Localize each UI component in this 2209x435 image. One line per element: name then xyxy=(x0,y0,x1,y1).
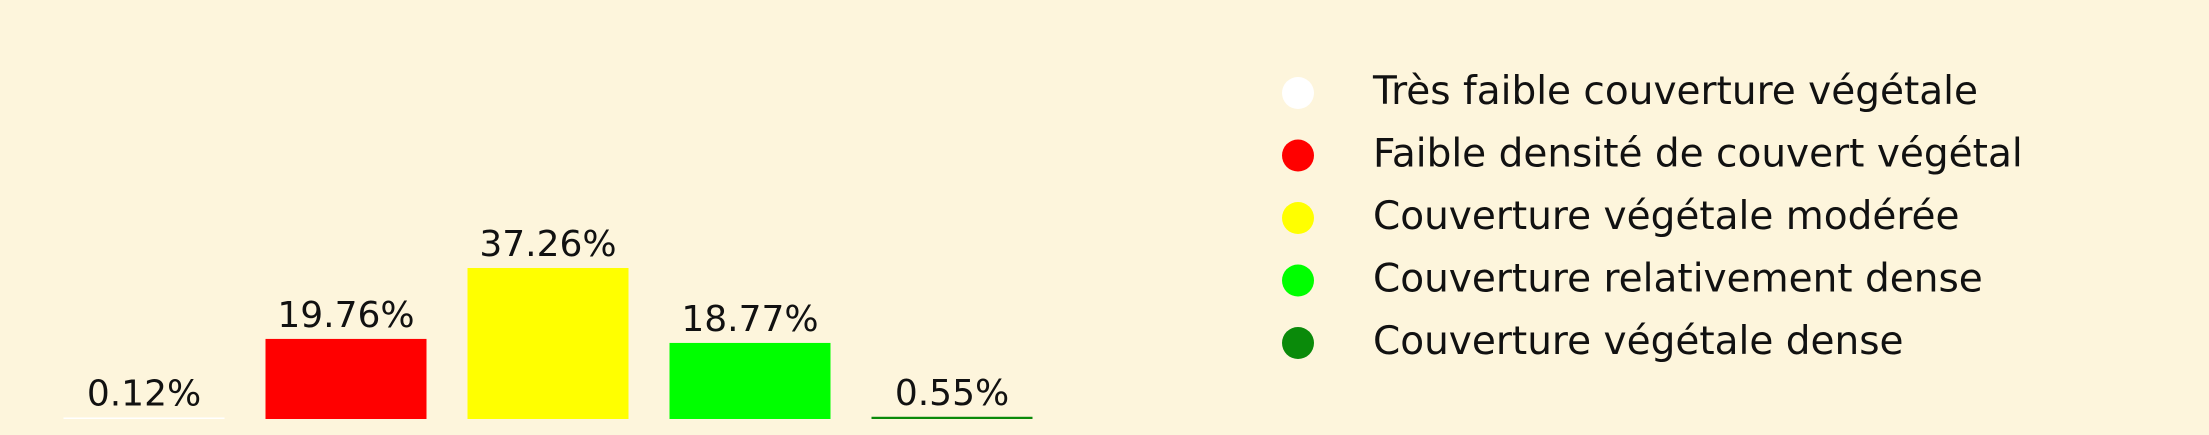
legend-marker xyxy=(1282,77,1314,109)
bar-value-label: 18.77% xyxy=(681,299,818,340)
bar-value-label: 0.12% xyxy=(87,374,201,415)
legend-marker xyxy=(1282,327,1314,359)
legend-label: Couverture végétale modérée xyxy=(1373,194,1960,239)
legend-item: Couverture végétale modérée xyxy=(1282,194,1960,239)
bar-value-label: 37.26% xyxy=(479,224,616,265)
bars-group xyxy=(63,268,1033,419)
bar-2 xyxy=(265,338,427,419)
bar-value-label: 19.76% xyxy=(277,295,414,336)
legend-marker xyxy=(1282,139,1314,172)
legend-label: Couverture végétale dense xyxy=(1373,319,1904,364)
data-labels-group: 0.12% 19.76% 37.26% 18.77% 0.55% xyxy=(87,224,1009,415)
legend-marker xyxy=(1282,264,1314,297)
bar-1 xyxy=(63,417,225,419)
legend-item: Faible densité de couvert végétal xyxy=(1282,132,2023,177)
bar-4 xyxy=(669,342,831,419)
legend-item: Très faible couverture végétale xyxy=(1282,69,1978,114)
legend-marker xyxy=(1282,202,1314,234)
legend: Très faible couverture végétale Faible de… xyxy=(1282,69,2023,364)
bar-5 xyxy=(871,416,1033,419)
legend-label: Couverture relativement dense xyxy=(1373,257,1983,302)
bar-3 xyxy=(467,268,629,419)
bar-value-label: 0.55% xyxy=(895,373,1009,414)
legend-item: Couverture relativement dense xyxy=(1282,257,1983,302)
legend-label: Très faible couverture végétale xyxy=(1372,69,1978,114)
legend-item: Couverture végétale dense xyxy=(1282,319,1904,364)
legend-label: Faible densité de couvert végétal xyxy=(1373,132,2023,177)
